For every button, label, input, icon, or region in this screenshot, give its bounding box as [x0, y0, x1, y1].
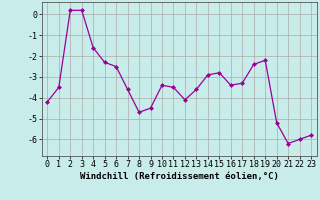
X-axis label: Windchill (Refroidissement éolien,°C): Windchill (Refroidissement éolien,°C): [80, 172, 279, 181]
